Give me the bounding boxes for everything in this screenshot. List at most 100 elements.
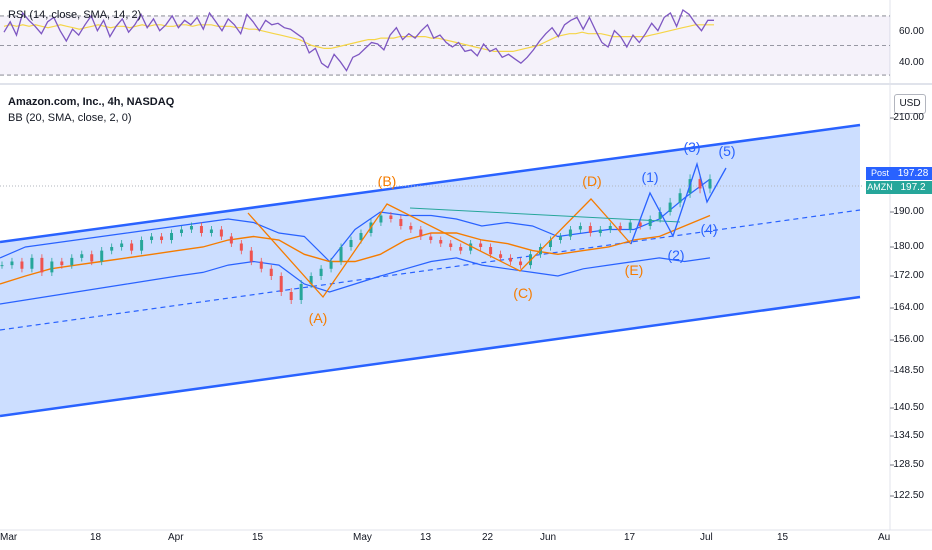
candle-body xyxy=(489,247,493,255)
price-tick-label: 140.50 xyxy=(893,402,924,413)
candle-body xyxy=(519,261,523,266)
time-tick-label: 15 xyxy=(252,532,264,543)
bb-basis-line xyxy=(0,214,711,285)
candle-body xyxy=(50,261,54,273)
candle-body xyxy=(60,261,64,266)
rsi-tick-60: 60.00 xyxy=(898,26,924,37)
wave-label-1: (1) xyxy=(641,169,658,185)
time-tick-label: Jul xyxy=(700,532,713,543)
candle-body xyxy=(698,179,702,189)
wave-label-4: (4) xyxy=(700,221,717,237)
candle-body xyxy=(708,179,712,189)
wave-impulse-path xyxy=(630,161,727,245)
candle-body xyxy=(379,215,383,223)
candle-body xyxy=(299,284,303,300)
candle-body xyxy=(90,254,94,262)
candle-body xyxy=(638,222,642,226)
wave-label-5: (5) xyxy=(718,143,735,159)
candle-body xyxy=(0,265,4,267)
candle-body xyxy=(30,257,34,269)
candle-body xyxy=(499,254,503,258)
candle-body xyxy=(439,240,443,244)
price-tick-label: 180.00 xyxy=(893,241,924,252)
wave-label-a: (A) xyxy=(309,310,328,326)
wave-label-c: (C) xyxy=(513,285,532,301)
rsi-title: RSI (14, close, SMA, 14, 2) xyxy=(8,9,142,21)
candle-body xyxy=(668,202,672,212)
price-tick-label: 210.00 xyxy=(893,112,924,123)
candle-body xyxy=(160,236,164,240)
candle-body xyxy=(509,257,513,262)
candle-body xyxy=(319,268,323,276)
post-price-tag: 197.28 xyxy=(894,167,932,180)
candle-body xyxy=(598,229,602,233)
candle-body xyxy=(80,254,84,258)
time-tick-label: May xyxy=(353,532,372,543)
candle-body xyxy=(459,247,463,251)
last-price-tag: 197.2 xyxy=(894,181,932,194)
time-tick-label: 13 xyxy=(420,532,432,543)
candle-body xyxy=(150,236,154,240)
wave-label-e: (E) xyxy=(625,262,644,278)
candle-body xyxy=(70,257,74,266)
price-tick-label: 134.50 xyxy=(893,430,924,441)
channel-mid-line xyxy=(0,209,861,331)
candle-body xyxy=(449,243,453,247)
symbol-tag: AMZN xyxy=(866,181,894,194)
candle-body xyxy=(279,276,283,292)
candle-body xyxy=(419,229,423,237)
time-tick-label: Au xyxy=(878,532,891,543)
candle-body xyxy=(10,261,14,266)
candle-body xyxy=(349,240,353,247)
candle-body xyxy=(339,247,343,262)
candle-body xyxy=(329,261,333,269)
time-tick-label: 15 xyxy=(777,532,789,543)
candle-body xyxy=(130,243,134,251)
price-tick-label: 128.50 xyxy=(893,459,924,470)
time-tick-label: Apr xyxy=(168,532,184,543)
candle-body xyxy=(269,268,273,276)
candle-body xyxy=(678,193,682,203)
candle-body xyxy=(399,219,403,226)
candle-body xyxy=(479,243,483,247)
candle-body xyxy=(120,243,124,247)
bb-lower-band xyxy=(0,257,711,305)
wave-abcde-path xyxy=(247,198,632,299)
candle-body xyxy=(170,233,174,240)
time-tick-label: Mar xyxy=(0,532,18,543)
wave-label-b: (B) xyxy=(378,173,397,189)
candle-body xyxy=(309,276,313,284)
rsi-line xyxy=(3,8,714,72)
candle-body xyxy=(608,226,612,230)
currency-button[interactable]: USD xyxy=(894,94,926,114)
time-tick-label: 17 xyxy=(624,532,636,543)
rsi-tick-40: 40.00 xyxy=(898,57,924,68)
candle-body xyxy=(588,226,592,233)
candle-body xyxy=(229,236,233,244)
price-tick-label: 148.50 xyxy=(893,365,924,376)
candle-body xyxy=(648,219,652,226)
candle-body xyxy=(259,261,263,269)
candle-body xyxy=(100,250,104,262)
wave-label-2: (2) xyxy=(667,247,684,263)
candle-body xyxy=(239,243,243,251)
candle-body xyxy=(578,226,582,230)
price-tick-label: 190.00 xyxy=(893,206,924,217)
candle-body xyxy=(209,229,213,233)
candle-body xyxy=(628,222,632,230)
candle-body xyxy=(469,243,473,251)
candle-body xyxy=(409,226,413,230)
candle-body xyxy=(140,240,144,251)
candle-body xyxy=(40,257,44,273)
candle-body xyxy=(658,212,662,219)
candle-body xyxy=(249,250,253,262)
time-tick-label: Jun xyxy=(540,532,557,543)
wave-label-d: (D) xyxy=(582,173,601,189)
candle-body xyxy=(289,292,293,300)
time-tick-label: 18 xyxy=(90,532,102,543)
bb-indicator-title: BB (20, SMA, close, 2, 0) xyxy=(8,112,132,124)
candle-body xyxy=(558,236,562,240)
candle-body xyxy=(20,261,24,269)
